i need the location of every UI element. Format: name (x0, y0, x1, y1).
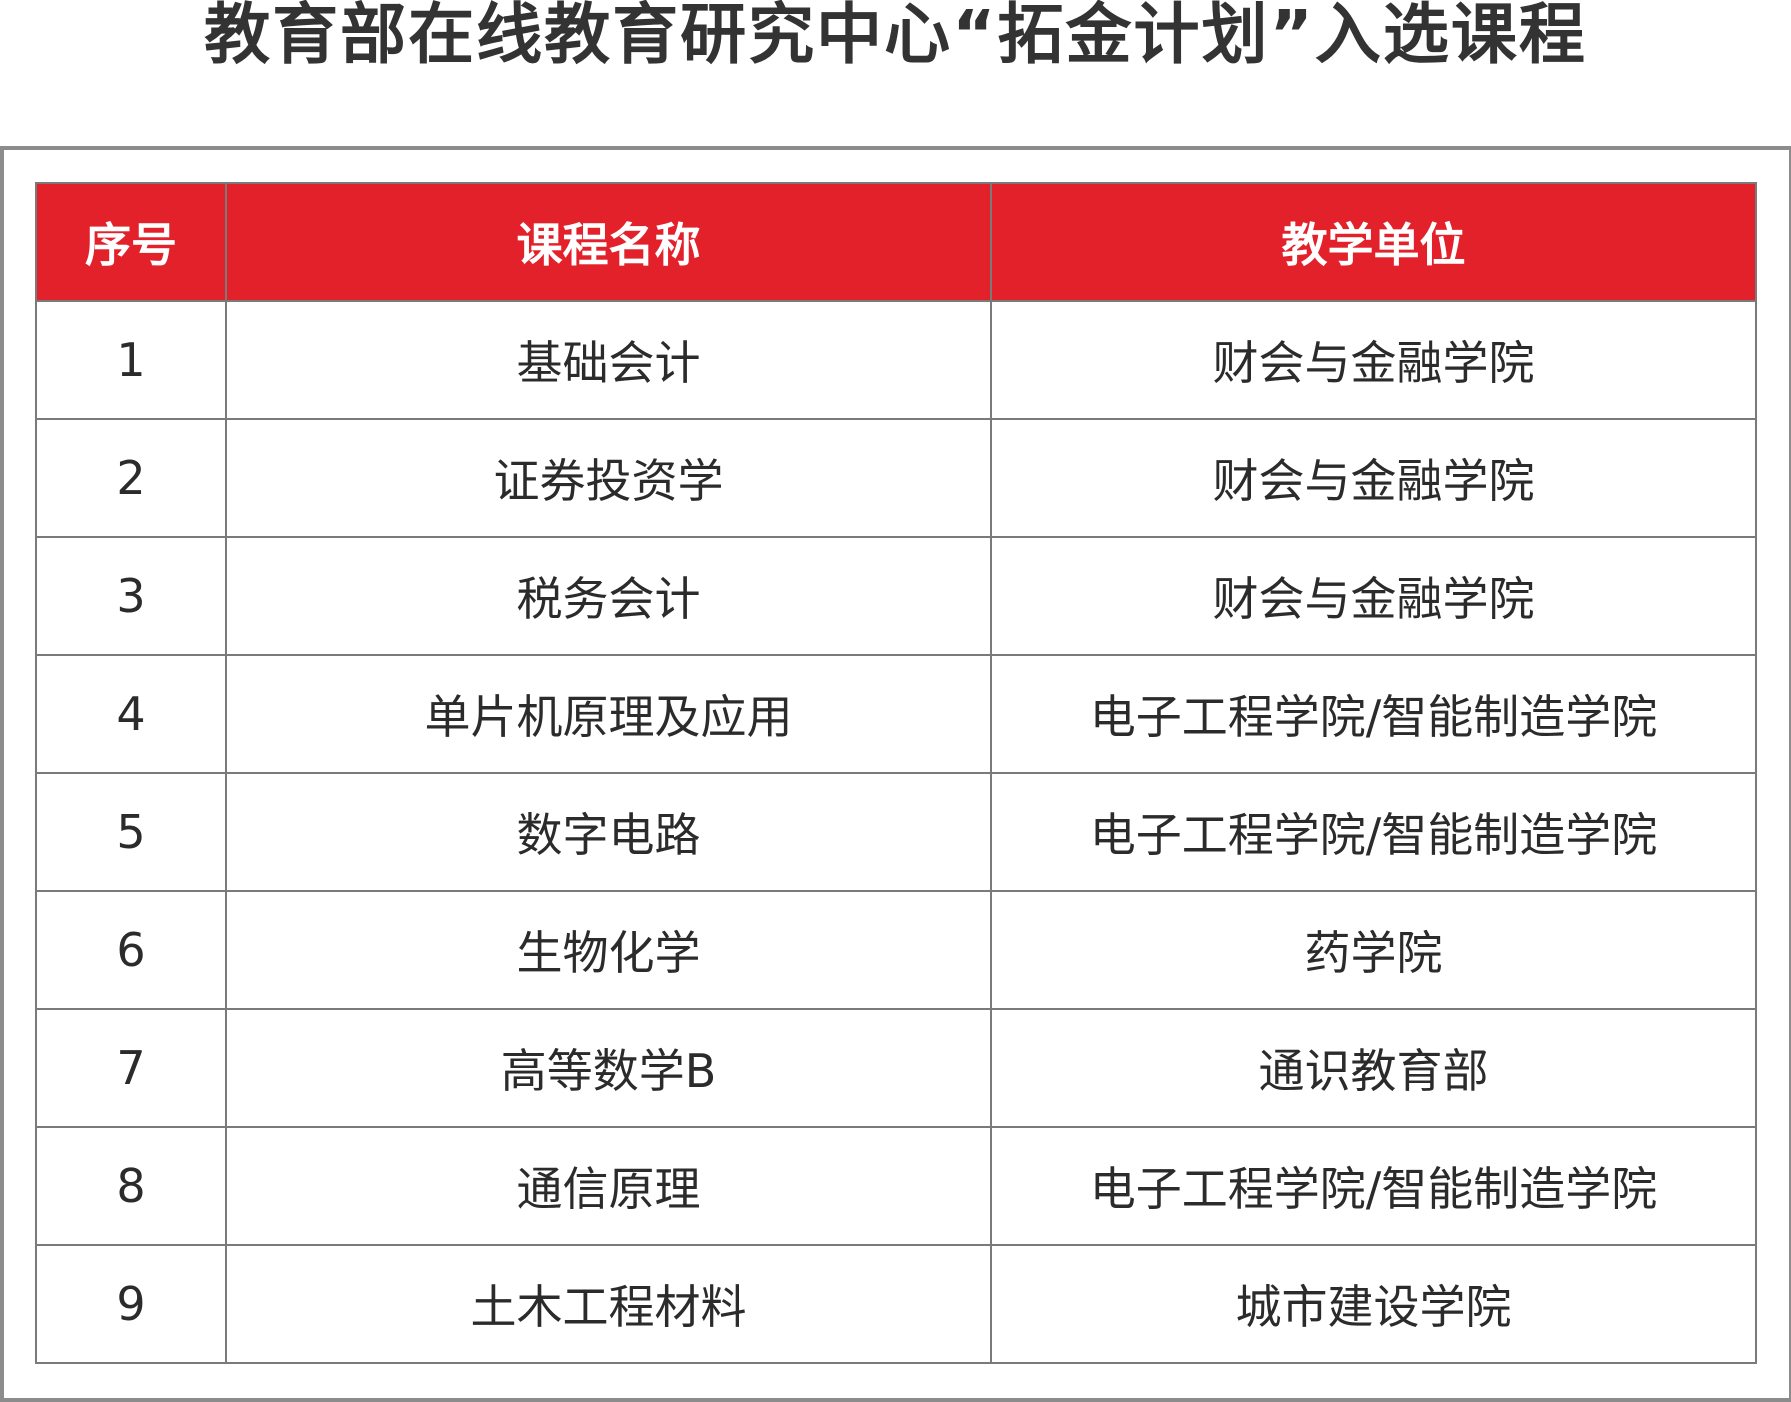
course-table: 序号 课程名称 教学单位 1 基础会计 财会与金融学院 2 证券投资学 财会与金融学院 3 税… (35, 182, 1757, 1364)
cell-index: 7 (35, 1008, 227, 1128)
cell-teaching-unit: 财会与金融学院 (990, 536, 1757, 656)
table-row: 5 数字电路 电子工程学院/智能制造学院 (35, 772, 1757, 892)
table-row: 3 税务会计 财会与金融学院 (35, 536, 1757, 656)
table-row: 9 土木工程材料 城市建设学院 (35, 1244, 1757, 1364)
cell-teaching-unit: 财会与金融学院 (990, 418, 1757, 538)
cell-course-name: 高等数学B (225, 1008, 992, 1128)
cell-course-name: 数字电路 (225, 772, 992, 892)
cell-teaching-unit: 电子工程学院/智能制造学院 (990, 654, 1757, 774)
table-header-row: 序号 课程名称 教学单位 (35, 182, 1757, 302)
cell-course-name: 税务会计 (225, 536, 992, 656)
table-row: 1 基础会计 财会与金融学院 (35, 300, 1757, 420)
cell-teaching-unit: 财会与金融学院 (990, 300, 1757, 420)
table-row: 4 单片机原理及应用 电子工程学院/智能制造学院 (35, 654, 1757, 774)
table-row: 6 生物化学 药学院 (35, 890, 1757, 1010)
cell-index: 2 (35, 418, 227, 538)
cell-teaching-unit: 电子工程学院/智能制造学院 (990, 1126, 1757, 1246)
cell-index: 9 (35, 1244, 227, 1364)
cell-teaching-unit: 城市建设学院 (990, 1244, 1757, 1364)
header-index: 序号 (35, 182, 227, 302)
cell-course-name: 证券投资学 (225, 418, 992, 538)
cell-index: 6 (35, 890, 227, 1010)
cell-course-name: 土木工程材料 (225, 1244, 992, 1364)
header-teaching-unit: 教学单位 (990, 182, 1757, 302)
cell-course-name: 通信原理 (225, 1126, 992, 1246)
header-course-name: 课程名称 (225, 182, 992, 302)
cell-course-name: 生物化学 (225, 890, 992, 1010)
cell-index: 5 (35, 772, 227, 892)
cell-index: 4 (35, 654, 227, 774)
cell-teaching-unit: 电子工程学院/智能制造学院 (990, 772, 1757, 892)
cell-course-name: 单片机原理及应用 (225, 654, 992, 774)
cell-teaching-unit: 药学院 (990, 890, 1757, 1010)
cell-index: 1 (35, 300, 227, 420)
table-row: 8 通信原理 电子工程学院/智能制造学院 (35, 1126, 1757, 1246)
table-row: 7 高等数学B 通识教育部 (35, 1008, 1757, 1128)
cell-teaching-unit: 通识教育部 (990, 1008, 1757, 1128)
table-row: 2 证券投资学 财会与金融学院 (35, 418, 1757, 538)
cell-course-name: 基础会计 (225, 300, 992, 420)
cell-index: 3 (35, 536, 227, 656)
page-title: 教育部在线教育研究中心“拓金计划”入选课程 (204, 0, 1587, 73)
cell-index: 8 (35, 1126, 227, 1246)
